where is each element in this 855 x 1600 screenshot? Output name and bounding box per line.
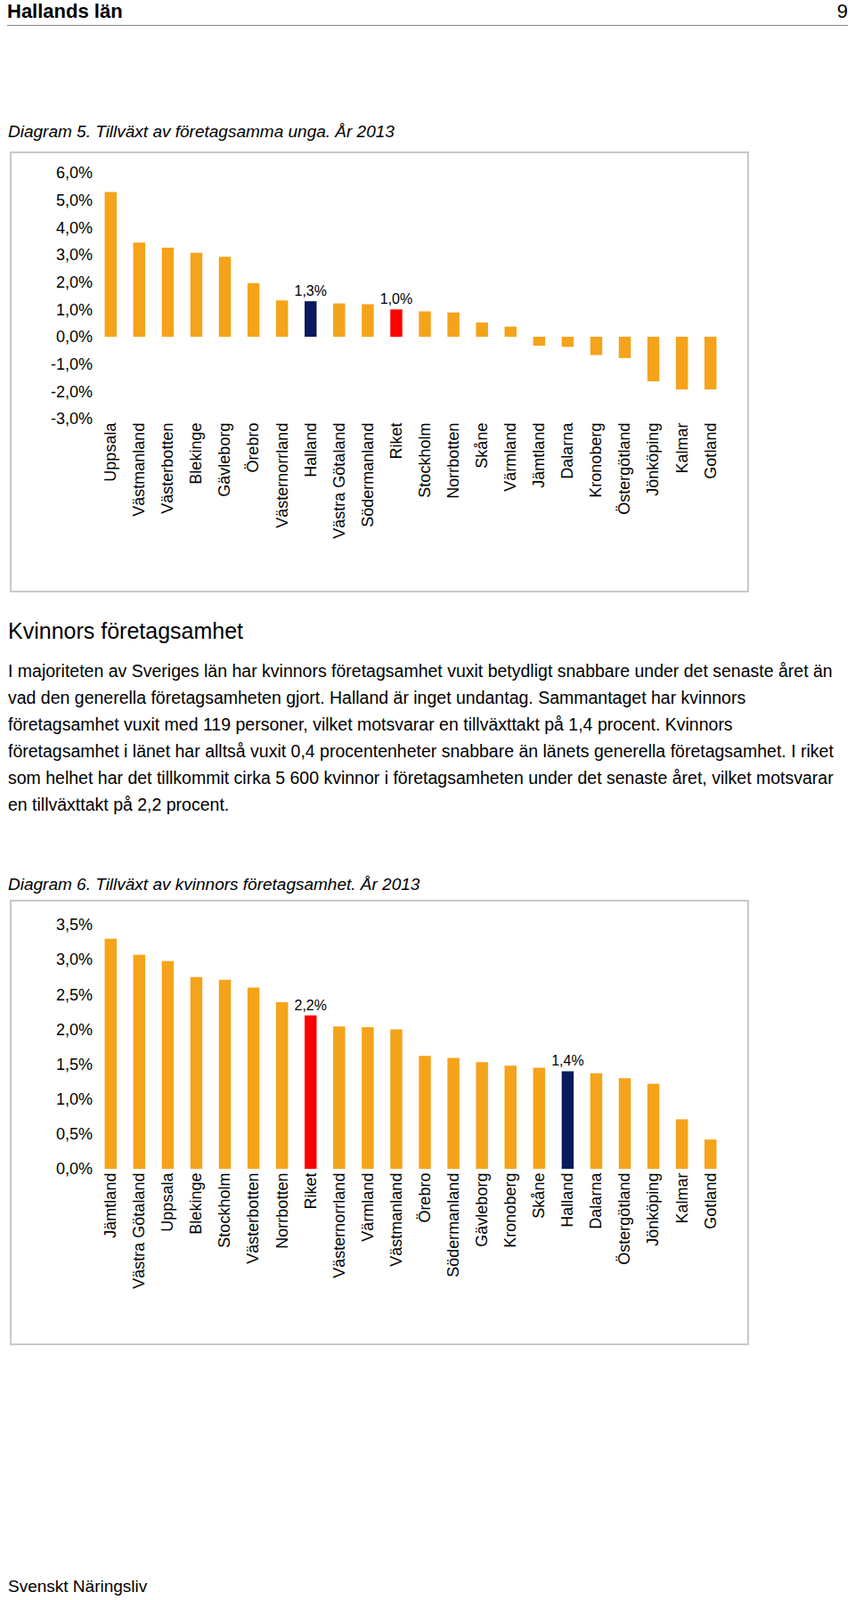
- svg-text:3,5%: 3,5%: [56, 915, 93, 934]
- svg-text:5,0%: 5,0%: [56, 191, 93, 210]
- svg-text:Gävleborg: Gävleborg: [215, 423, 234, 497]
- svg-text:2,2%: 2,2%: [294, 997, 327, 1013]
- svg-text:Västra Götaland: Västra Götaland: [130, 1172, 148, 1289]
- svg-text:Gotland: Gotland: [701, 1172, 720, 1230]
- svg-text:Västmanland: Västmanland: [387, 1172, 406, 1267]
- svg-text:2,0%: 2,0%: [56, 273, 93, 292]
- html-text:I majoriteten av Sveriges län: I majoriteten av Sveriges län har kvinno…: [8, 660, 834, 815]
- svg-text:6,0%: 6,0%: [56, 163, 93, 182]
- svg-text:2,5%: 2,5%: [56, 985, 93, 1004]
- svg-text:Jämtland: Jämtland: [529, 423, 548, 489]
- svg-text:Västmanland: Västmanland: [130, 423, 148, 517]
- html-text:Svenskt Näringsliv: Svenskt Näringsliv: [8, 1576, 148, 1596]
- html-text:Diagram 5. Tillväxt av företag: Diagram 5. Tillväxt av företagsamma unga…: [8, 122, 395, 141]
- svg-text:Jämtland: Jämtland: [101, 1172, 120, 1238]
- svg-text:Stockholm: Stockholm: [215, 1172, 234, 1248]
- svg-text:1,0%: 1,0%: [380, 291, 413, 307]
- svg-text:Örebro: Örebro: [415, 1172, 434, 1223]
- svg-text:Östergötland: Östergötland: [615, 1172, 634, 1265]
- svg-text:Västerbotten: Västerbotten: [244, 1172, 262, 1264]
- svg-text:Södermanland: Södermanland: [444, 1172, 463, 1278]
- html-text:Diagram 6. Tillväxt av kvinnor: Diagram 6. Tillväxt av kvinnors företags…: [8, 874, 420, 894]
- svg-text:Norrbotten: Norrbotten: [273, 1172, 292, 1249]
- svg-text:0,0%: 0,0%: [56, 327, 93, 346]
- svg-text:Skåne: Skåne: [472, 423, 491, 469]
- svg-text:Blekinge: Blekinge: [187, 1172, 205, 1235]
- svg-text:Gotland: Gotland: [701, 423, 720, 480]
- svg-text:Stockholm: Stockholm: [415, 423, 434, 498]
- svg-text:4,0%: 4,0%: [56, 219, 93, 237]
- svg-text:Kronoberg: Kronoberg: [586, 423, 605, 498]
- svg-text:1,4%: 1,4%: [551, 1052, 584, 1068]
- html-text:9: 9: [837, 0, 848, 23]
- svg-text:-2,0%: -2,0%: [50, 382, 93, 401]
- svg-text:2,0%: 2,0%: [56, 1020, 93, 1039]
- svg-text:-3,0%: -3,0%: [50, 409, 93, 428]
- svg-text:Västernorrland: Västernorrland: [330, 1172, 349, 1279]
- svg-text:Södermanland: Södermanland: [358, 423, 377, 528]
- svg-text:Örebro: Örebro: [244, 423, 262, 473]
- svg-text:Östergötland: Östergötland: [615, 423, 634, 515]
- svg-text:1,0%: 1,0%: [56, 301, 93, 319]
- html-text:Kvinnors företagsamhet: Kvinnors företagsamhet: [8, 618, 244, 644]
- svg-text:Riket: Riket: [301, 1172, 320, 1210]
- svg-text:Uppsala: Uppsala: [158, 1172, 177, 1232]
- svg-text:Riket: Riket: [387, 423, 406, 460]
- svg-text:0,0%: 0,0%: [56, 1159, 93, 1178]
- svg-text:1,0%: 1,0%: [56, 1090, 93, 1108]
- svg-text:Gävleborg: Gävleborg: [472, 1172, 491, 1247]
- svg-text:3,0%: 3,0%: [56, 245, 93, 264]
- svg-text:-1,0%: -1,0%: [50, 355, 93, 374]
- svg-text:3,0%: 3,0%: [56, 950, 93, 969]
- svg-text:Kronoberg: Kronoberg: [501, 1172, 520, 1248]
- svg-text:Västerbotten: Västerbotten: [158, 423, 177, 514]
- svg-text:Värmland: Värmland: [501, 423, 520, 492]
- svg-text:Skåne: Skåne: [529, 1172, 548, 1219]
- svg-text:Norrbotten: Norrbotten: [444, 423, 463, 499]
- svg-text:1,5%: 1,5%: [56, 1055, 93, 1074]
- svg-text:Västernorrland: Västernorrland: [273, 423, 292, 529]
- html-text:Hallands län: Hallands län: [7, 0, 123, 23]
- svg-text:Blekinge: Blekinge: [187, 423, 205, 485]
- svg-text:Halland: Halland: [558, 1172, 577, 1228]
- svg-text:Jönköping: Jönköping: [643, 1172, 662, 1246]
- svg-text:Kalmar: Kalmar: [673, 1172, 692, 1224]
- svg-text:Dalarna: Dalarna: [586, 1172, 605, 1230]
- svg-text:Halland: Halland: [301, 423, 320, 478]
- svg-text:Kalmar: Kalmar: [673, 423, 692, 474]
- svg-text:0,5%: 0,5%: [56, 1124, 93, 1143]
- svg-text:Uppsala: Uppsala: [101, 422, 120, 482]
- svg-text:Västra Götaland: Västra Götaland: [330, 423, 349, 539]
- svg-text:1,3%: 1,3%: [294, 283, 327, 299]
- svg-text:Jönköping: Jönköping: [643, 423, 662, 497]
- svg-text:Värmland: Värmland: [358, 1172, 377, 1242]
- svg-text:Dalarna: Dalarna: [558, 422, 577, 480]
